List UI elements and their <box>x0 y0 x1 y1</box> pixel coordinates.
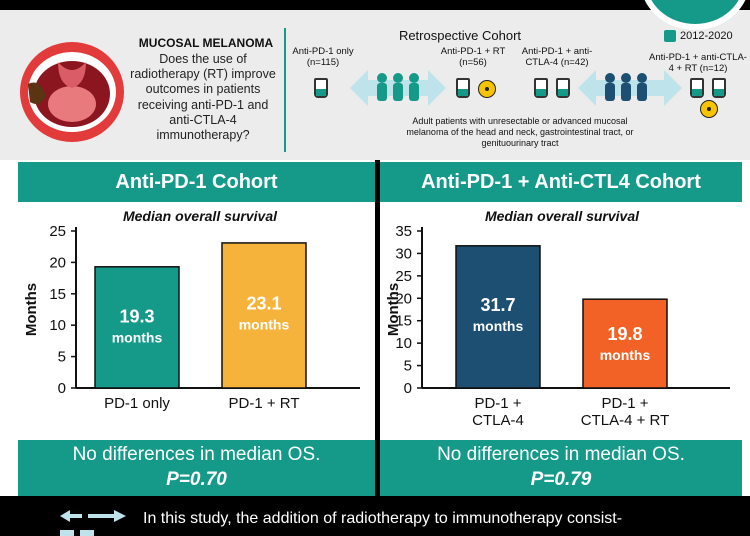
research-question: Does the use of radiotherapy (RT) improv… <box>130 52 276 143</box>
y-tick-label: 20 <box>395 290 412 307</box>
chart-subtitle: Median overall survival <box>485 208 640 224</box>
summary-header: MUCOSAL MELANOMA Does the use of radioth… <box>0 0 750 160</box>
iv-bag-icon <box>534 78 548 98</box>
y-tick-label: 10 <box>49 317 66 334</box>
panel-title: Anti-PD-1 Cohort <box>18 162 375 202</box>
double-arrow-icon <box>60 510 126 536</box>
radiation-icon <box>700 100 718 118</box>
y-axis-label: Months <box>23 283 40 336</box>
calendar-icon <box>664 30 676 42</box>
top-black-bar <box>0 0 750 10</box>
iv-bag-icon <box>712 78 726 98</box>
arm-label-pd1-ctla4: Anti-PD-1 + anti-CTLA-4 (n=42) <box>521 46 593 68</box>
cohort-description: Adult patients with unresectable or adva… <box>406 116 634 148</box>
x-tick-label: PD-1 + <box>601 395 648 412</box>
arrow-people-icon <box>350 70 446 106</box>
radiation-icon <box>478 80 496 98</box>
pd1-ctla4-survival-chart: Median overall survival 0 5 10 15 20 25 30 35 Mon… <box>385 208 730 429</box>
y-tick-label: 30 <box>395 245 412 262</box>
bar <box>455 245 541 389</box>
panel-footer: No differences in median OS. P=0.70 <box>18 440 375 496</box>
footer-conclusion: No differences in median OS. <box>72 444 321 465</box>
y-tick-label: 0 <box>58 380 66 397</box>
arm-label-pd1-rt: Anti-PD-1 + RT (n=56) <box>440 46 506 68</box>
y-tick-label: 15 <box>49 286 66 303</box>
topic-title: MUCOSAL MELANOMA <box>138 36 274 50</box>
mouth-illustration-icon <box>20 42 124 142</box>
iv-bag-icon <box>456 78 470 98</box>
y-tick-label: 5 <box>404 358 412 375</box>
date-range: 2012-2020 <box>680 30 733 42</box>
pd1-cohort-panel: Anti-PD-1 Cohort Median overall survival… <box>0 160 375 496</box>
pd1-ctla4-cohort-panel: Anti-PD-1 + Anti-CTL4 Cohort Median over… <box>380 160 750 496</box>
iv-bag-icon <box>556 78 570 98</box>
chart-subtitle: Median overall survival <box>123 208 278 224</box>
y-tick-label: 5 <box>58 349 66 366</box>
data-label: 19.3 <box>119 307 154 327</box>
conclusion-text: In this study, the addition of radiother… <box>143 510 623 527</box>
data-label: 19.8 <box>607 324 642 344</box>
y-tick-label: 35 <box>395 223 412 240</box>
bar <box>582 298 668 389</box>
arm-label-pd1-ctla4-rt: Anti-PD-1 + anti-CTLA-4 + RT (n=12) <box>649 52 747 74</box>
y-tick-label: 0 <box>404 380 412 397</box>
y-tick-label: 25 <box>49 223 66 240</box>
panel-title: Anti-PD-1 + Anti-CTL4 Cohort <box>380 162 742 202</box>
arm-label-pd1-only: Anti-PD-1 only (n=115) <box>292 46 354 68</box>
retrospective-title: Retrospective Cohort <box>398 28 522 43</box>
data-label-unit: months <box>239 317 290 333</box>
iv-bag-icon <box>690 78 704 98</box>
bar <box>221 242 307 389</box>
data-label: 31.7 <box>480 295 515 315</box>
pd1-survival-chart: Median overall survival 0 5 10 15 20 25 Months 1… <box>23 208 360 412</box>
y-tick-label: 15 <box>395 313 412 330</box>
x-tick-label: PD-1 + RT <box>229 395 300 412</box>
y-tick-label: 25 <box>395 268 412 285</box>
header-divider <box>284 28 286 152</box>
y-tick-label: 20 <box>49 254 66 271</box>
data-label: 23.1 <box>246 294 281 314</box>
data-label-unit: months <box>473 318 524 334</box>
y-axis-label: Months <box>385 283 402 336</box>
iv-bag-icon <box>314 78 328 98</box>
p-value: P=0.79 <box>530 469 592 490</box>
footer-conclusion: No differences in median OS. <box>437 444 685 465</box>
x-tick-label: PD-1 only <box>104 395 170 412</box>
bar <box>94 266 180 389</box>
data-label-unit: months <box>600 347 651 363</box>
data-label-unit: months <box>112 330 163 346</box>
y-tick-label: 10 <box>395 335 412 352</box>
panel-footer: No differences in median OS. P=0.79 <box>380 440 742 496</box>
conclusion-bar: In this study, the addition of radiother… <box>0 496 750 536</box>
x-tick-label: CTLA-4 + RT <box>581 412 670 429</box>
corner-circle-decoration <box>640 0 750 30</box>
arrow-people-icon <box>578 70 682 106</box>
p-value: P=0.70 <box>166 469 227 490</box>
x-tick-label: PD-1 + <box>474 395 521 412</box>
x-tick-label: CTLA-4 <box>472 412 524 429</box>
